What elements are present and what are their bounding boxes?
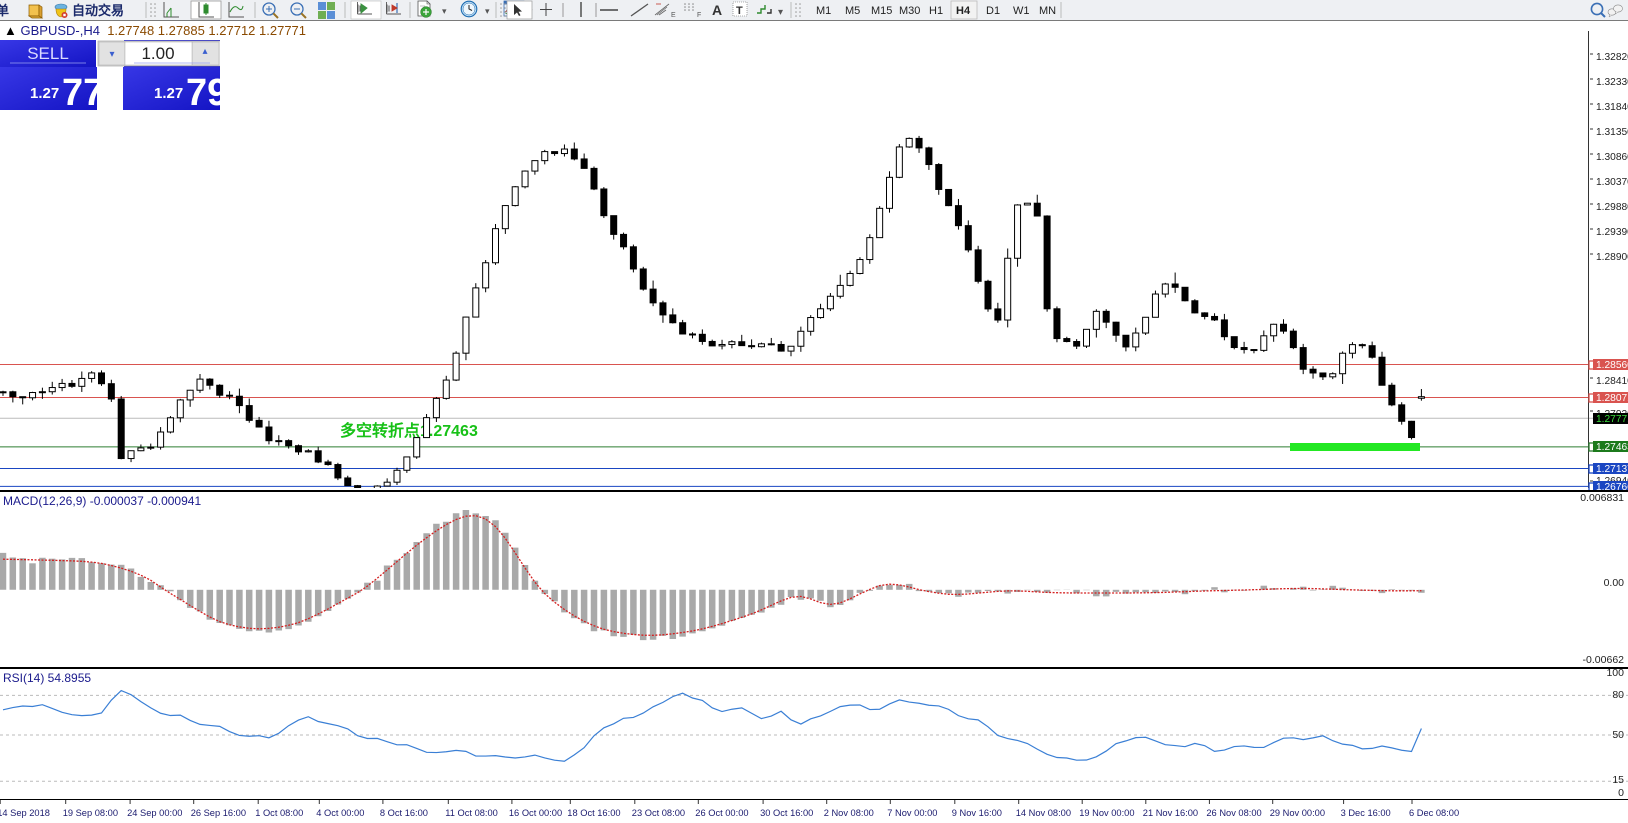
svg-text:F: F: [697, 12, 701, 19]
svg-text:▾: ▾: [442, 6, 447, 16]
svg-text:1.29880: 1.29880: [1596, 202, 1628, 213]
svg-text:14 Nov 08:00: 14 Nov 08:00: [1016, 808, 1071, 818]
svg-text:16 Oct 00:00: 16 Oct 00:00: [509, 808, 562, 818]
svg-text:7 Nov 00:00: 7 Nov 00:00: [887, 808, 937, 818]
svg-text:19 Nov 00:00: 19 Nov 00:00: [1079, 808, 1134, 818]
svg-text:29 Nov 00:00: 29 Nov 00:00: [1270, 808, 1325, 818]
svg-text:19 Sep 08:00: 19 Sep 08:00: [63, 808, 118, 818]
svg-text:1.27137: 1.27137: [1596, 464, 1628, 475]
svg-text:M5: M5: [845, 5, 860, 17]
svg-text:8 Oct 16:00: 8 Oct 16:00: [380, 808, 428, 818]
svg-text:H4: H4: [956, 5, 971, 17]
svg-text:1.28560: 1.28560: [1596, 360, 1628, 371]
svg-text:3 Dec 16:00: 3 Dec 16:00: [1341, 808, 1391, 818]
svg-text:W1: W1: [1013, 5, 1030, 17]
svg-text:1.32820: 1.32820: [1596, 52, 1628, 63]
svg-text:▾: ▾: [485, 6, 490, 16]
svg-text:26 Nov 08:00: 26 Nov 08:00: [1206, 808, 1261, 818]
svg-text:14 Sep 2018: 14 Sep 2018: [0, 808, 50, 818]
svg-text:1.28410: 1.28410: [1596, 376, 1628, 387]
svg-text:MN: MN: [1039, 5, 1056, 17]
svg-text:23 Oct 08:00: 23 Oct 08:00: [632, 808, 685, 818]
svg-text:9 Nov 16:00: 9 Nov 16:00: [952, 808, 1002, 818]
svg-text:26 Sep 16:00: 26 Sep 16:00: [191, 808, 246, 818]
svg-text:多空转折点1.27463: 多空转折点1.27463: [340, 421, 478, 440]
svg-text:1.32330: 1.32330: [1596, 77, 1628, 88]
svg-text:11 Oct 08:00: 11 Oct 08:00: [445, 808, 498, 818]
svg-text:单: 单: [0, 3, 9, 18]
svg-text:T: T: [736, 5, 743, 17]
svg-text:1.27463: 1.27463: [1596, 442, 1628, 453]
svg-text:A: A: [712, 2, 722, 18]
svg-text:1.28900: 1.28900: [1596, 252, 1628, 263]
svg-text:1.31840: 1.31840: [1596, 102, 1628, 113]
svg-text:1.29390: 1.29390: [1596, 227, 1628, 238]
svg-text:24 Sep 00:00: 24 Sep 00:00: [127, 808, 182, 818]
svg-text:18 Oct 16:00: 18 Oct 16:00: [567, 808, 620, 818]
svg-text:2 Nov 08:00: 2 Nov 08:00: [824, 808, 874, 818]
svg-text:D1: D1: [986, 5, 1000, 17]
svg-text:E: E: [671, 12, 676, 19]
svg-text:21 Nov 16:00: 21 Nov 16:00: [1143, 808, 1198, 818]
svg-text:30 Oct 16:00: 30 Oct 16:00: [760, 808, 813, 818]
svg-text:1.31350: 1.31350: [1596, 127, 1628, 138]
svg-text:1.27771: 1.27771: [1596, 414, 1628, 425]
svg-text:26 Oct 00:00: 26 Oct 00:00: [695, 808, 748, 818]
svg-text:自动交易: 自动交易: [72, 3, 124, 18]
svg-text:6 Dec 08:00: 6 Dec 08:00: [1409, 808, 1459, 818]
svg-text:▾: ▾: [778, 7, 783, 18]
svg-text:1.30370: 1.30370: [1596, 177, 1628, 188]
svg-text:M30: M30: [899, 5, 920, 17]
svg-text:H1: H1: [929, 5, 943, 17]
svg-text:1 Oct 08:00: 1 Oct 08:00: [255, 808, 303, 818]
svg-text:M15: M15: [871, 5, 892, 17]
svg-text:M1: M1: [816, 5, 831, 17]
svg-text:1.30860: 1.30860: [1596, 152, 1628, 163]
svg-text:4 Oct 00:00: 4 Oct 00:00: [316, 808, 364, 818]
